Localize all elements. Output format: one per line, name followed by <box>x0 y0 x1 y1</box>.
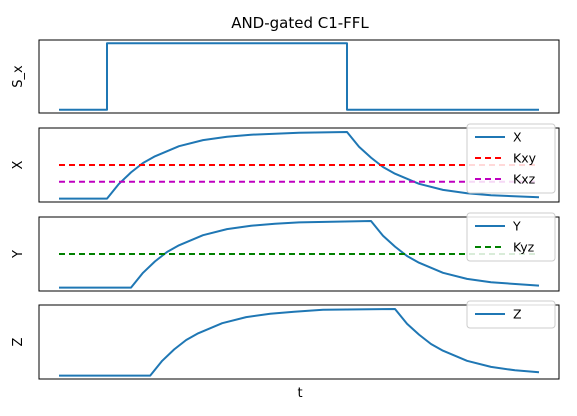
plot-frame <box>38 304 560 380</box>
x-axis-label: t <box>297 386 302 401</box>
legend-label: Kxz <box>513 172 536 187</box>
legend-label: Kxy <box>513 151 537 166</box>
legend: Z <box>466 300 556 329</box>
chart-title: AND-gated C1-FFL <box>231 14 369 32</box>
chart-panel-1: S_x <box>11 39 560 114</box>
series-line-z <box>59 308 540 377</box>
plot-frame <box>38 216 560 292</box>
y-axis-label: S_x <box>11 65 26 88</box>
legend-label: Z <box>513 307 522 322</box>
series-line <box>59 42 539 111</box>
y-axis-label: X <box>11 160 26 169</box>
legend-label: X <box>513 130 522 145</box>
legend-box <box>466 123 556 194</box>
y-axis-label: Z <box>11 337 26 346</box>
legend-label: Y <box>512 219 521 234</box>
legend-box <box>466 300 556 329</box>
legend: X Kxy Kxz <box>466 123 556 194</box>
chart-panel-2: X X Kxy Kxz <box>11 123 560 203</box>
plot-frame <box>38 39 560 114</box>
series-line-x <box>59 131 540 200</box>
y-axis-label: Y <box>11 250 26 259</box>
plot-frame <box>38 127 560 203</box>
legend-label: Kyz <box>513 240 535 255</box>
series-line-y <box>59 220 540 289</box>
chart-panel-3: Y Y Kyz <box>11 212 560 292</box>
legend: Y Kyz <box>466 212 556 262</box>
legend-box <box>466 212 556 262</box>
chart-panel-4: ZZ <box>11 300 560 380</box>
